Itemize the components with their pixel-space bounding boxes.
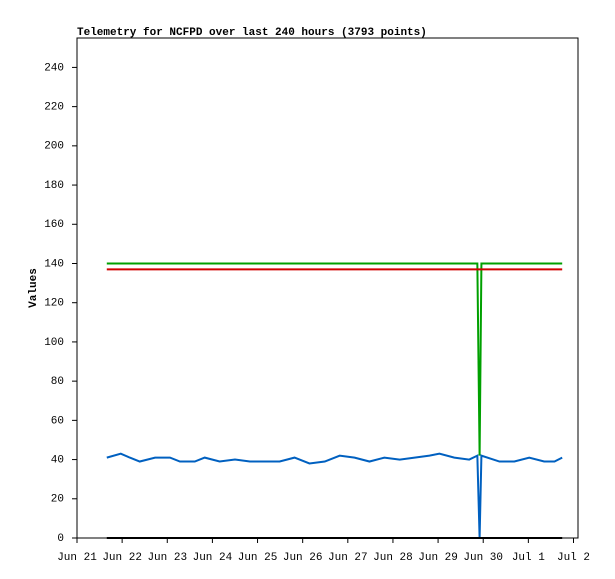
y-tick-label: 40 [51, 454, 64, 466]
x-tick-label: Jun 22 [102, 552, 142, 564]
y-tick-label: 220 [44, 102, 64, 114]
x-tick-label: Jul 2 [557, 552, 590, 564]
y-tick-label: 0 [57, 533, 64, 545]
y-tick-label: 20 [51, 494, 64, 506]
x-tick-label: Jun 26 [283, 552, 323, 564]
chart-title: Telemetry for NCFPD over last 240 hours … [77, 27, 427, 39]
x-tick-label: Jul 1 [512, 552, 545, 564]
x-tick-label: Jun 29 [418, 552, 458, 564]
x-tick-label: Jun 30 [463, 552, 503, 564]
y-tick-label: 100 [44, 337, 64, 349]
series-line [106, 262, 563, 456]
x-tick-label: Jun 25 [238, 552, 278, 564]
x-tick-label: Jun 21 [57, 552, 97, 564]
y-tick-label: 180 [44, 180, 64, 192]
y-tick-label: 140 [44, 258, 64, 270]
x-tick-label: Jun 27 [328, 552, 368, 564]
plot-frame [76, 37, 579, 539]
series-line [106, 452, 563, 539]
y-tick-label: 240 [44, 62, 64, 74]
y-axis-label: Values [28, 268, 40, 308]
x-tick-label: Jun 23 [147, 552, 187, 564]
y-tick-label: 160 [44, 219, 64, 231]
y-tick-label: 120 [44, 298, 64, 310]
y-tick-label: 200 [44, 141, 64, 153]
y-tick-label: 80 [51, 376, 64, 388]
y-tick-label: 60 [51, 415, 64, 427]
x-tick-label: Jun 24 [193, 552, 233, 564]
x-tick-label: Jun 28 [373, 552, 413, 564]
